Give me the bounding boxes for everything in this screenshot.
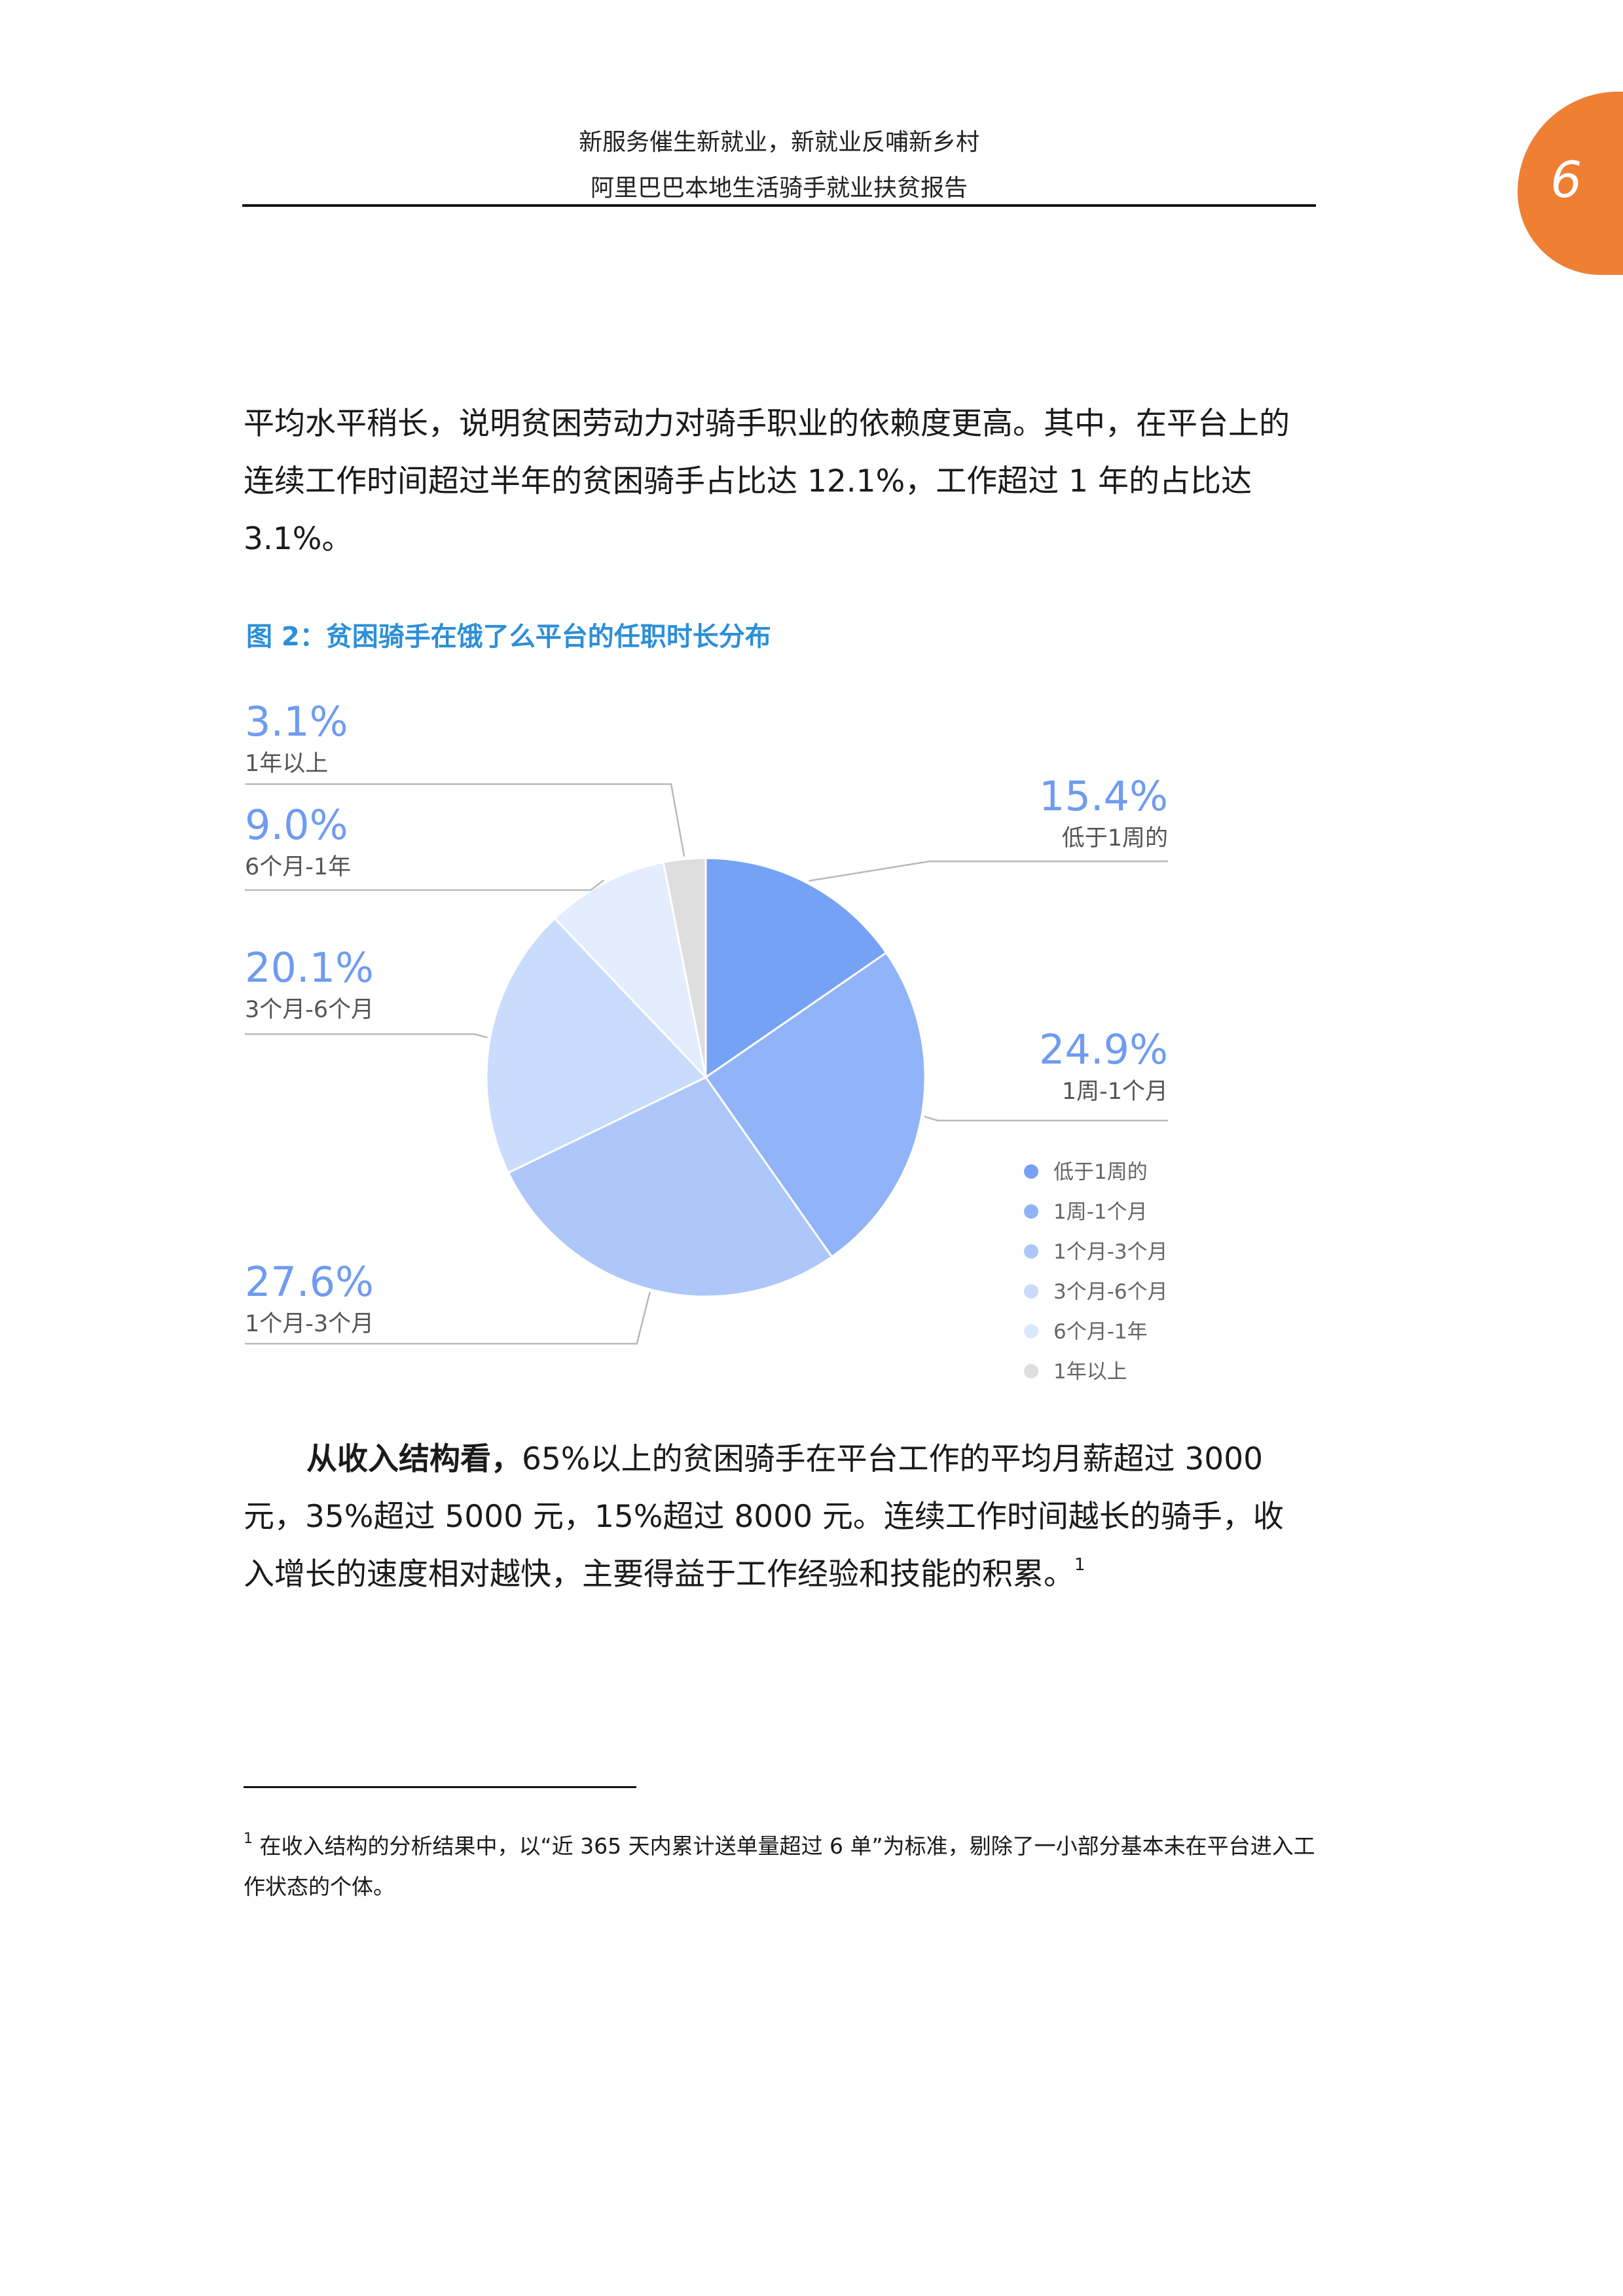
footnote-marker: 1 — [244, 1831, 253, 1847]
legend-swatch — [1024, 1204, 1038, 1219]
slice-category-label: 3个月-6个月 — [245, 997, 374, 1023]
paragraph-lead: 从收入结构看， — [306, 1441, 522, 1477]
leader-line-2 — [924, 1115, 1168, 1122]
legend-label: 3个月-6个月 — [1053, 1280, 1168, 1304]
footnote-ref[interactable]: 1 — [1074, 1555, 1085, 1575]
leader-line-1 — [809, 860, 1168, 882]
legend-swatch — [1024, 1164, 1038, 1179]
leader-line-3 — [245, 1291, 651, 1345]
leader-line-5 — [245, 879, 605, 891]
pie-slice-2 — [704, 951, 926, 1259]
slice-category-label: 1个月-3个月 — [245, 1311, 374, 1337]
label-leaders — [245, 783, 1168, 1345]
pie-slice-1 — [704, 857, 888, 1079]
paragraph-intro: 平均水平稍长，说明贫困劳动力对骑手职业的依赖度更高。其中，在平台上的连续工作时间… — [244, 406, 1290, 557]
figure-title: 图 2：贫困骑手在饿了么平台的任职时长分布 — [246, 622, 771, 652]
legend-label: 6个月-1年 — [1053, 1320, 1148, 1344]
legend-swatch — [1024, 1364, 1038, 1378]
header-rule — [242, 204, 1316, 207]
slice-percent-label: 20.1% — [245, 944, 374, 992]
footnote-rule — [244, 1786, 636, 1788]
page-number: 6 — [1550, 151, 1582, 209]
paragraph-body: 65%以上的贫困骑手在平台工作的平均月薪超过 3000 元，35%超过 5000… — [244, 1441, 1284, 1592]
slice-percent-label: 3.1% — [245, 698, 348, 745]
legend-swatch — [1024, 1284, 1038, 1299]
leader-line-6 — [245, 783, 685, 857]
pie-slices — [485, 857, 926, 1298]
legend-label: 1年以上 — [1053, 1360, 1127, 1384]
slice-category-label: 低于1周的 — [1062, 825, 1168, 852]
slice-percent-label: 24.9% — [1039, 1026, 1168, 1073]
pie-slice-3 — [507, 1076, 833, 1298]
slice-category-label: 6个月-1年 — [245, 854, 351, 880]
slice-category-label: 1周-1个月 — [1062, 1079, 1168, 1105]
legend-swatch — [1024, 1324, 1038, 1338]
footnote-text: 在收入结构的分析结果中，以“近 365 天内累计送单量超过 6 单”为标准，剔除… — [244, 1833, 1315, 1899]
slice-percent-label: 15.4% — [1039, 772, 1168, 820]
legend-label: 1个月-3个月 — [1053, 1240, 1168, 1264]
pie-slice-4 — [485, 916, 708, 1174]
legend-label: 低于1周的 — [1053, 1160, 1148, 1184]
legend-swatch — [1024, 1244, 1038, 1259]
slice-percent-label: 9.0% — [245, 801, 348, 849]
header-title: 新服务催生新就业，新就业反哺新乡村 — [578, 129, 979, 156]
slice-category-label: 1年以上 — [245, 751, 328, 777]
slice-labels: 15.4% 低于1周的 24.9% 1周-1个月 27.6% 1个月-3个月 20.1% 3个… — [245, 698, 1168, 1337]
paragraph-income: 从收入结构看，65%以上的贫困骑手在平台工作的平均月薪超过 3000 元，35%… — [244, 1431, 1311, 1604]
pie-slice-5 — [553, 861, 708, 1081]
footnote: 1 在收入结构的分析结果中，以“近 365 天内累计送单量超过 6 单”为标准，… — [244, 1826, 1317, 1907]
pie-slice-6 — [662, 857, 707, 1078]
slice-percent-label: 27.6% — [245, 1258, 374, 1306]
chart-legend: 低于1周的 1周-1个月 1个月-3个月 3个月-6个月 6个月-1年 1年以上 — [1024, 1160, 1168, 1384]
legend-label: 1周-1个月 — [1053, 1200, 1148, 1224]
leader-line-4 — [245, 1033, 488, 1039]
header-subtitle: 阿里巴巴本地生活骑手就业扶贫报告 — [590, 175, 968, 202]
